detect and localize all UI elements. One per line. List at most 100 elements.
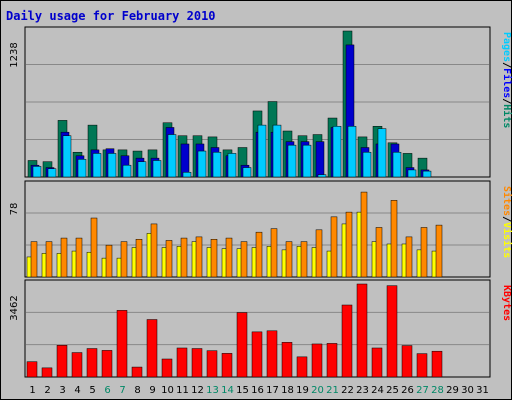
bar-pages bbox=[317, 174, 327, 178]
ymax-label-visits_sites: 78 bbox=[9, 203, 20, 216]
bar-pages bbox=[422, 170, 432, 178]
bar-sites bbox=[150, 223, 158, 278]
bar-pages bbox=[407, 169, 417, 178]
bar-sites bbox=[225, 237, 233, 278]
bar-kbytes bbox=[386, 285, 398, 378]
bar-kbytes bbox=[281, 342, 293, 378]
x-tick-label: 5 bbox=[89, 385, 95, 396]
bar-sites bbox=[135, 239, 143, 278]
x-tick-label: 14 bbox=[221, 385, 234, 396]
bar-kbytes bbox=[401, 345, 413, 378]
legend-visits_sites: Sites/Visits bbox=[501, 186, 512, 258]
x-tick-label: 18 bbox=[281, 385, 294, 396]
bar-sites bbox=[360, 191, 368, 278]
bar-kbytes bbox=[56, 345, 68, 378]
bar-sites bbox=[300, 241, 308, 278]
bar-sites bbox=[285, 241, 293, 278]
bar-kbytes bbox=[296, 356, 308, 378]
bar-pages bbox=[197, 150, 207, 178]
x-tick-label: 17 bbox=[266, 385, 279, 396]
bar-kbytes bbox=[371, 347, 383, 378]
bar-sites bbox=[255, 231, 263, 278]
bar-sites bbox=[375, 227, 383, 278]
x-tick-label: 24 bbox=[371, 385, 384, 396]
ymax-label-hits_files_pages: 1238 bbox=[9, 42, 20, 67]
bar-kbytes bbox=[356, 283, 368, 378]
x-tick-label: 21 bbox=[326, 385, 339, 396]
legend-entry: Files bbox=[501, 68, 512, 98]
bar-kbytes bbox=[191, 348, 203, 378]
x-tick-label: 4 bbox=[74, 385, 80, 396]
bar-sites bbox=[330, 216, 338, 278]
bar-pages bbox=[32, 166, 42, 178]
bar-sites bbox=[420, 227, 428, 278]
x-tick-label: 31 bbox=[476, 385, 489, 396]
bar-sites bbox=[195, 236, 203, 278]
bar-kbytes bbox=[41, 367, 53, 378]
bar-pages bbox=[62, 135, 72, 178]
x-tick-label: 28 bbox=[431, 385, 444, 396]
bar-pages bbox=[152, 160, 162, 178]
legend-kbytes: KBytes bbox=[501, 285, 512, 321]
x-tick-label: 25 bbox=[386, 385, 399, 396]
bar-kbytes bbox=[101, 350, 113, 378]
bar-sites bbox=[120, 241, 128, 278]
bar-pages bbox=[347, 126, 357, 178]
x-tick-label: 13 bbox=[206, 385, 219, 396]
bar-kbytes bbox=[131, 366, 143, 378]
x-tick-label: 7 bbox=[119, 385, 125, 396]
bar-kbytes bbox=[341, 304, 353, 378]
x-tick-label: 2 bbox=[44, 385, 50, 396]
bar-pages bbox=[272, 124, 282, 178]
bar-kbytes bbox=[26, 361, 38, 378]
chart-title: Daily usage for February 2010 bbox=[6, 9, 216, 23]
x-tick-label: 3 bbox=[59, 385, 65, 396]
bar-kbytes bbox=[176, 347, 188, 378]
bar-sites bbox=[315, 229, 323, 278]
x-tick-label: 20 bbox=[311, 385, 324, 396]
bar-pages bbox=[287, 144, 297, 178]
x-tick-label: 16 bbox=[251, 385, 264, 396]
bar-pages bbox=[107, 153, 117, 178]
bar-pages bbox=[302, 144, 312, 178]
bar-kbytes bbox=[71, 352, 83, 378]
bar-sites bbox=[345, 211, 353, 278]
ymax-label-kbytes: 3462 bbox=[9, 295, 20, 320]
bar-pages bbox=[227, 153, 237, 178]
x-tick-label: 1 bbox=[29, 385, 35, 396]
bar-kbytes bbox=[251, 331, 263, 378]
bar-kbytes bbox=[326, 343, 338, 378]
bar-sites bbox=[210, 239, 218, 278]
bar-kbytes bbox=[86, 348, 98, 378]
x-tick-label: 10 bbox=[161, 385, 174, 396]
bar-kbytes bbox=[431, 350, 443, 378]
bar-sites bbox=[390, 200, 398, 278]
bar-sites bbox=[180, 237, 188, 278]
bar-kbytes bbox=[221, 353, 233, 378]
bar-files bbox=[315, 141, 325, 178]
bar-kbytes bbox=[416, 353, 428, 378]
x-tick-label: 12 bbox=[191, 385, 204, 396]
x-tick-label: 27 bbox=[416, 385, 429, 396]
bar-pages bbox=[47, 168, 57, 178]
legend-entry: Hits bbox=[501, 104, 512, 128]
x-tick-label: 9 bbox=[149, 385, 155, 396]
bar-kbytes bbox=[236, 312, 248, 378]
bar-kbytes bbox=[161, 358, 173, 378]
x-tick-label: 11 bbox=[176, 385, 189, 396]
bar-kbytes bbox=[311, 343, 323, 378]
bar-pages bbox=[122, 164, 132, 178]
bar-kbytes bbox=[116, 310, 128, 378]
bar-pages bbox=[77, 159, 87, 178]
bar-pages bbox=[257, 124, 267, 178]
bar-pages bbox=[392, 151, 402, 178]
legend-entry: / bbox=[501, 216, 512, 222]
bar-pages bbox=[377, 128, 387, 178]
bar-sites bbox=[45, 241, 53, 278]
bar-pages bbox=[242, 167, 252, 178]
bar-kbytes bbox=[146, 319, 158, 378]
bar-pages bbox=[137, 161, 147, 178]
bar-sites bbox=[240, 241, 248, 278]
x-tick-label: 26 bbox=[401, 385, 414, 396]
